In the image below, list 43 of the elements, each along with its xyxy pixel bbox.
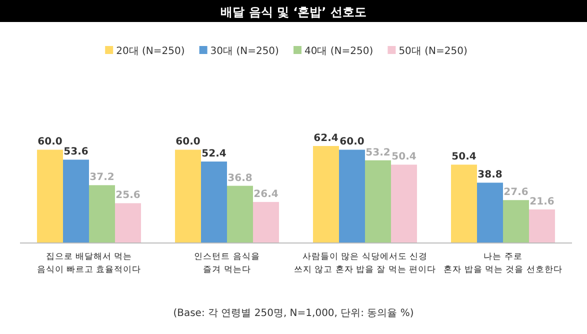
bar <box>477 182 503 243</box>
data-label: 27.6 <box>504 187 528 198</box>
bar <box>115 203 141 243</box>
x-tick-label: 사람들이 많은 식당에서도 신경 쓰지 않고 혼자 밥을 잘 먹는 편이다 <box>294 252 436 275</box>
x-tick-label: 나는 주로 혼자 밥을 먹는 것을 선호한다 <box>444 252 562 275</box>
data-label: 60.0 <box>38 136 62 148</box>
bar <box>529 209 555 243</box>
bar <box>37 150 63 243</box>
data-label: 38.8 <box>478 170 502 181</box>
data-label: 62.4 <box>314 133 338 144</box>
bar <box>451 164 477 243</box>
bar <box>339 150 365 243</box>
data-label: 50.4 <box>392 152 416 163</box>
bar <box>63 160 89 243</box>
bar <box>201 162 227 243</box>
data-label: 50.4 <box>452 152 476 163</box>
title-bar: 배달 음식 및 ‘혼밥’ 선호도 <box>0 0 587 22</box>
legend-label: 40대 (N=250) <box>304 46 374 57</box>
data-label: 53.6 <box>64 146 88 158</box>
bar <box>391 164 417 243</box>
legend-label: 30대 (N=250) <box>210 46 280 57</box>
bar <box>313 146 339 243</box>
x-tick-label: 인스턴트 음식을 즐겨 먹는다 <box>194 252 260 275</box>
data-label: 60.0 <box>176 136 200 148</box>
data-label: 36.8 <box>228 172 252 184</box>
text: (Base: 각 연령별 250명, N=1,000, 단위: 동의율 %) <box>173 308 414 319</box>
data-label: 37.2 <box>90 172 114 184</box>
data-label: 52.4 <box>202 148 226 160</box>
data-label: 25.6 <box>116 190 140 202</box>
legend-label: 50대 (N=250) <box>398 46 468 57</box>
bar <box>365 160 391 243</box>
data-label: 26.4 <box>254 188 278 200</box>
bar <box>227 186 253 243</box>
bar <box>175 150 201 243</box>
legend-label: 20대 (N=250) <box>116 46 185 57</box>
data-label: 53.2 <box>366 147 390 158</box>
x-tick-label: 집으로 배달해서 먹는 음식이 빠르고 효율적이다 <box>36 252 142 275</box>
bar <box>89 185 115 243</box>
data-label: 21.6 <box>530 196 554 208</box>
bar <box>503 200 529 243</box>
bar <box>253 202 279 243</box>
data-label: 60.0 <box>340 136 364 148</box>
chart-title: 배달 음식 및 ‘혼밥’ 선호도 <box>220 5 366 19</box>
